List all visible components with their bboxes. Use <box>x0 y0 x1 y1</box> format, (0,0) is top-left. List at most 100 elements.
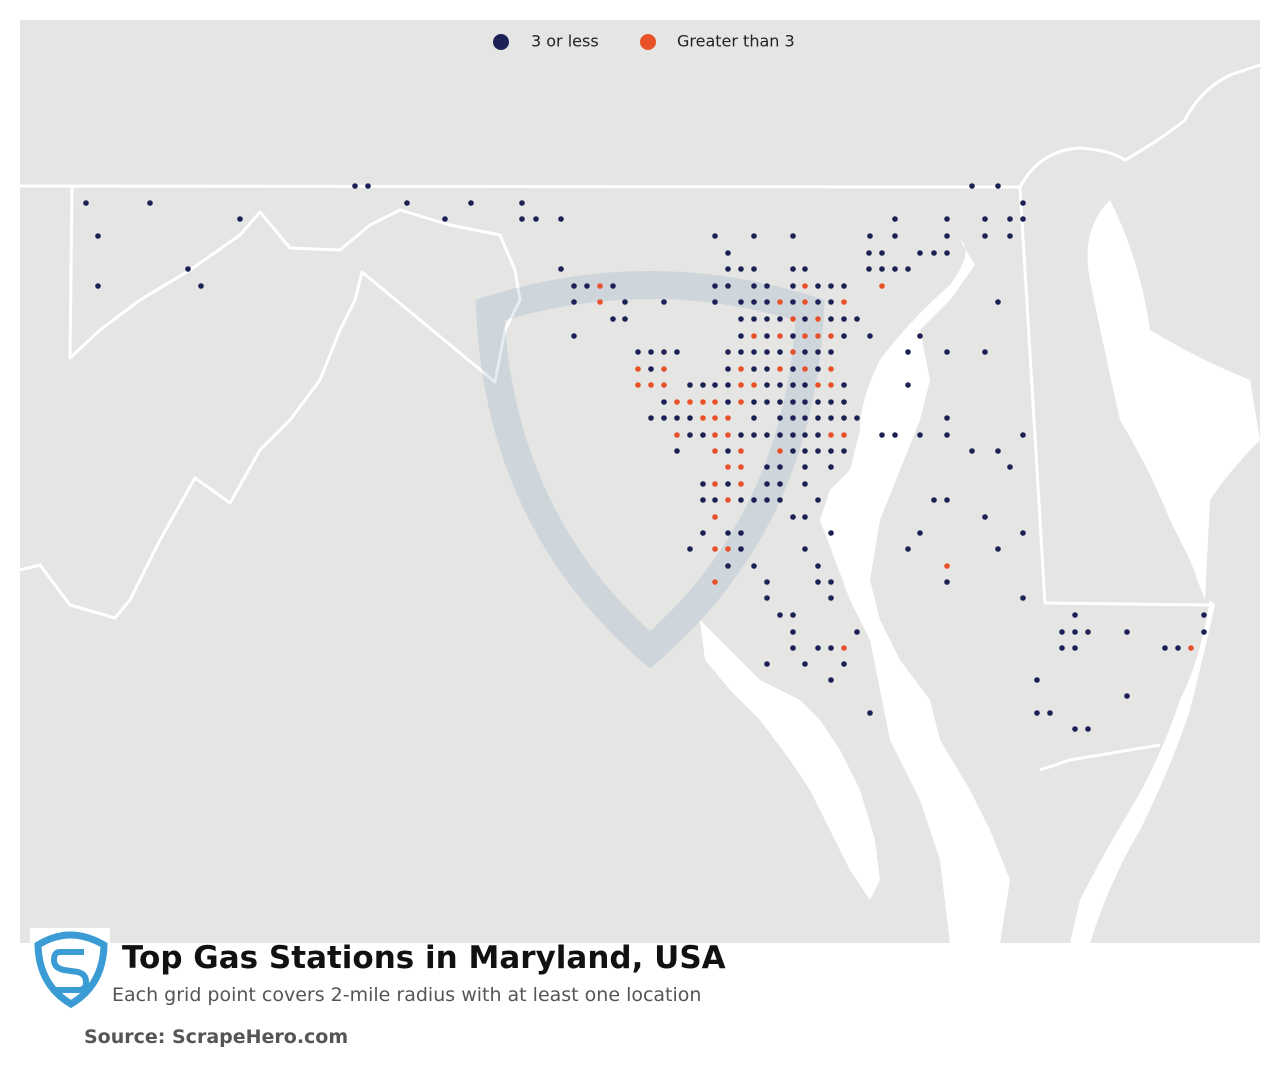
grid-point <box>944 579 950 585</box>
map-background <box>20 20 1260 943</box>
grid-point <box>751 366 757 372</box>
grid-point <box>738 448 744 454</box>
grid-point <box>738 299 744 305</box>
grid-point <box>828 349 834 355</box>
grid-point <box>1072 629 1078 635</box>
grid-point <box>764 595 770 601</box>
grid-point <box>725 448 731 454</box>
grid-point <box>1201 629 1207 635</box>
grid-point <box>764 579 770 585</box>
grid-point <box>1124 629 1130 635</box>
grid-point <box>892 233 898 239</box>
grid-point <box>867 333 873 339</box>
coastline <box>1070 600 1215 943</box>
grid-point <box>674 349 680 355</box>
grid-point <box>558 216 564 222</box>
grid-point <box>815 579 821 585</box>
grid-point <box>982 233 988 239</box>
grid-point <box>944 415 950 421</box>
grid-point <box>866 266 872 272</box>
grid-point <box>828 432 834 438</box>
grid-point <box>1007 233 1013 239</box>
grid-point <box>995 183 1001 189</box>
potomac-river <box>700 620 880 900</box>
grid-point <box>738 316 744 322</box>
grid-point <box>1188 645 1194 651</box>
grid-point <box>712 399 718 405</box>
grid-point <box>712 579 718 585</box>
grid-point <box>790 612 796 618</box>
grid-point <box>533 216 539 222</box>
grid-point <box>738 497 744 503</box>
grid-point <box>777 399 783 405</box>
grid-point <box>828 579 834 585</box>
legend-label: 3 or less <box>531 32 599 51</box>
grid-point <box>738 333 744 339</box>
grid-point <box>777 299 783 305</box>
grid-point <box>802 283 808 289</box>
grid-point <box>815 349 821 355</box>
grid-point <box>815 448 821 454</box>
grid-point <box>944 216 950 222</box>
grid-point <box>751 415 757 421</box>
grid-point <box>661 415 667 421</box>
grid-point <box>622 299 628 305</box>
grid-point <box>764 299 770 305</box>
grid-point <box>725 382 731 388</box>
grid-point <box>738 382 744 388</box>
grid-point <box>571 333 577 339</box>
grid-point <box>802 448 808 454</box>
grid-point <box>790 399 796 405</box>
grid-point <box>751 266 757 272</box>
grid-point <box>790 299 796 305</box>
grid-point <box>725 349 731 355</box>
grid-point <box>712 415 718 421</box>
grid-point <box>815 333 821 339</box>
grid-point <box>674 415 680 421</box>
grid-point <box>802 432 808 438</box>
grid-point <box>1175 645 1181 651</box>
grid-point <box>674 448 680 454</box>
grid-point <box>815 645 821 651</box>
grid-point <box>777 432 783 438</box>
grid-point <box>764 497 770 503</box>
logo <box>30 928 110 1009</box>
grid-point <box>802 464 808 470</box>
grid-point <box>828 283 834 289</box>
grid-point <box>712 546 718 552</box>
grid-point <box>944 349 950 355</box>
grid-point <box>841 661 847 667</box>
grid-point <box>828 595 834 601</box>
grid-point <box>777 349 783 355</box>
grid-point <box>712 233 718 239</box>
grid-point <box>982 349 988 355</box>
grid-point <box>917 530 923 536</box>
grid-point <box>751 349 757 355</box>
grid-point <box>700 432 706 438</box>
grid-point <box>648 415 654 421</box>
grid-point <box>751 233 757 239</box>
grid-point <box>751 316 757 322</box>
grid-point <box>185 266 191 272</box>
grid-point <box>802 299 808 305</box>
grid-point <box>738 399 744 405</box>
grid-point <box>687 399 693 405</box>
grid-point <box>751 432 757 438</box>
grid-point <box>635 382 641 388</box>
grid-point <box>917 333 923 339</box>
grid-point <box>764 399 770 405</box>
grid-point <box>815 415 821 421</box>
grid-point <box>969 448 975 454</box>
grid-point <box>828 645 834 651</box>
grid-point <box>674 399 680 405</box>
grid-point <box>661 366 667 372</box>
grid-point <box>764 333 770 339</box>
grid-point <box>95 283 101 289</box>
chesapeake-bay <box>820 240 1010 943</box>
map-shapes <box>19 63 1261 943</box>
grid-point <box>777 497 783 503</box>
grid-point <box>661 399 667 405</box>
grid-point <box>815 283 821 289</box>
grid-point <box>802 366 808 372</box>
